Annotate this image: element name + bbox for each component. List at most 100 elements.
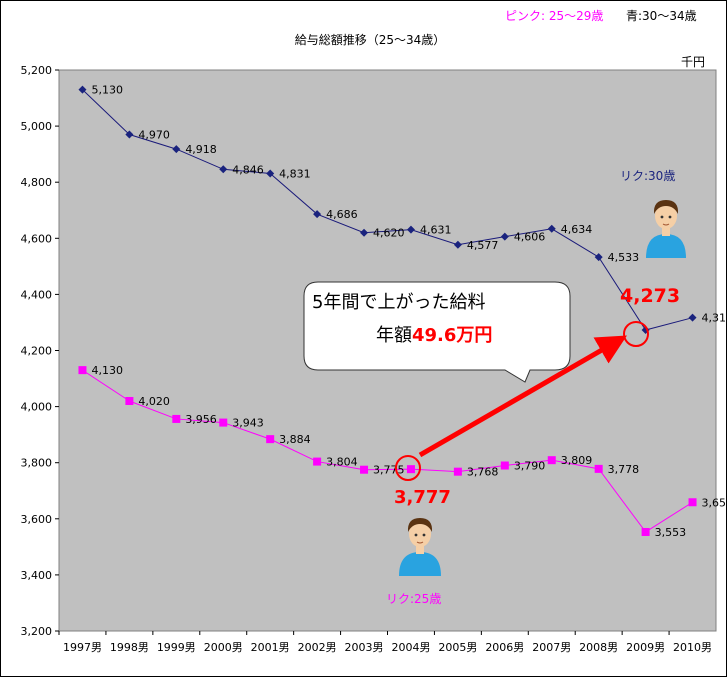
data-label: 3,790 <box>514 460 546 473</box>
data-point-marker <box>688 313 697 322</box>
data-point-marker <box>688 498 697 507</box>
data-point-marker <box>78 366 87 375</box>
x-tick-label: 2010男 <box>673 641 712 654</box>
x-axis: 1997男 1998男 1999男 2000男 2001男 2002男 2003男 2004男… <box>58 631 712 654</box>
data-label: 3,768 <box>467 466 499 479</box>
data-point-marker <box>500 461 509 470</box>
person-bottom-label: リク:25歳 <box>386 592 441 606</box>
y-tick-label: 3,400 <box>21 569 53 582</box>
y-tick-label: 5,000 <box>21 120 53 133</box>
series-layer: 5,130 4,970 4,918 4,846 4,831 4,686 4,620 4,631… <box>78 84 727 539</box>
person-top-label: リク:30歳 <box>620 169 675 183</box>
x-tick-label: 2003男 <box>345 641 384 654</box>
data-label: 3,659 <box>702 496 727 509</box>
x-tick-label: 1999男 <box>157 641 196 654</box>
data-label: 4,606 <box>514 231 546 244</box>
x-tick-label: 1998男 <box>110 641 149 654</box>
legend-note-blue: 青:30〜34歳 <box>626 9 697 23</box>
callout-line1: 5年間で上がった給料 <box>312 292 485 313</box>
data-label: 3,553 <box>655 526 687 539</box>
highlight-high-value: 4,273 <box>620 285 680 307</box>
data-label: 5,130 <box>91 84 123 97</box>
data-label: 4,831 <box>279 168 311 181</box>
unit-label: 千円 <box>681 55 705 69</box>
data-point-marker <box>313 210 322 219</box>
y-tick-label: 3,600 <box>21 513 53 526</box>
x-tick-label: 1997男 <box>63 641 102 654</box>
data-label: 4,631 <box>420 224 452 237</box>
speech-callout <box>303 281 571 383</box>
data-label: 4,533 <box>608 251 640 264</box>
data-label: 4,620 <box>373 227 405 240</box>
data-point-marker <box>266 169 275 178</box>
data-point-marker <box>219 418 228 427</box>
data-label: 3,956 <box>185 413 217 426</box>
callout-line2-prefix: 年額 <box>376 325 412 346</box>
data-point-marker <box>266 435 275 444</box>
data-label: 3,884 <box>279 433 311 446</box>
data-point-marker <box>453 240 462 249</box>
callout-line2: 年額49.6万円 <box>376 325 492 346</box>
person-avatar-30-icon <box>646 200 686 258</box>
data-label: 4,577 <box>467 239 499 252</box>
data-point-marker <box>594 464 603 473</box>
legend-note-pink: ピンク: 25〜29歳 <box>505 9 603 23</box>
x-tick-label: 2006男 <box>485 641 524 654</box>
data-label: 4,317 <box>702 312 727 325</box>
data-label: 4,918 <box>185 143 217 156</box>
data-point-marker <box>172 414 181 423</box>
y-tick-label: 4,400 <box>21 288 53 301</box>
chart-title: 給与総額推移（25〜34歳） <box>295 33 446 47</box>
data-label: 3,778 <box>608 463 640 476</box>
y-tick-label: 4,600 <box>21 232 53 245</box>
data-point-marker <box>641 527 650 536</box>
y-tick-label: 4,000 <box>21 401 53 414</box>
data-label: 3,809 <box>561 454 593 467</box>
data-label: 3,943 <box>232 417 264 430</box>
data-point-marker <box>406 225 415 234</box>
highlight-circle-low <box>395 455 421 481</box>
x-tick-label: 2008男 <box>579 641 618 654</box>
series-line-1 <box>82 369 693 533</box>
data-point-marker <box>547 224 556 233</box>
data-point-marker <box>406 465 415 474</box>
data-label: 3,804 <box>326 456 358 469</box>
data-label: 4,846 <box>232 163 264 176</box>
x-tick-label: 2002男 <box>298 641 337 654</box>
data-point-marker <box>500 232 509 241</box>
annotation-layer: 3,777 4,273 5年間で上がった給料 年額49.6万円 リク:30歳 <box>303 169 686 606</box>
callout-line2-value: 49.6万円 <box>412 325 492 346</box>
data-label: 4,970 <box>138 129 170 142</box>
series-line-0 <box>82 89 693 331</box>
data-label: 4,634 <box>561 223 593 236</box>
data-point-marker <box>360 228 369 237</box>
y-tick-label: 4,800 <box>21 176 53 189</box>
x-tick-label: 2001男 <box>251 641 290 654</box>
data-point-marker <box>313 457 322 466</box>
data-point-marker <box>219 165 228 174</box>
y-tick-label: 5,200 <box>21 64 53 77</box>
data-label: 4,686 <box>326 208 358 221</box>
x-tick-label: 2007男 <box>532 641 571 654</box>
data-point-marker <box>172 145 181 154</box>
data-point-marker <box>78 85 87 94</box>
y-tick-label: 3,800 <box>21 457 53 470</box>
y-tick-label: 4,200 <box>21 345 53 358</box>
data-point-marker <box>125 396 134 405</box>
highlight-circle-high <box>623 321 649 347</box>
x-tick-label: 2009男 <box>626 641 665 654</box>
data-label: 4,020 <box>138 395 170 408</box>
data-point-marker <box>360 465 369 474</box>
y-tick-label: 3,200 <box>21 625 53 638</box>
person-avatar-25-icon <box>399 518 441 576</box>
data-point-marker <box>125 130 134 139</box>
data-label: 4,130 <box>91 364 123 377</box>
highlight-low-value: 3,777 <box>394 487 451 508</box>
data-point-marker <box>594 253 603 262</box>
data-label: 3,775 <box>373 464 405 477</box>
x-tick-label: 2000男 <box>204 641 243 654</box>
x-tick-label: 2005男 <box>438 641 477 654</box>
y-axis: 3,200 3,400 3,600 3,800 4,000 4,200 4,400 4,600… <box>21 64 59 638</box>
x-tick-label: 2004男 <box>391 641 430 654</box>
